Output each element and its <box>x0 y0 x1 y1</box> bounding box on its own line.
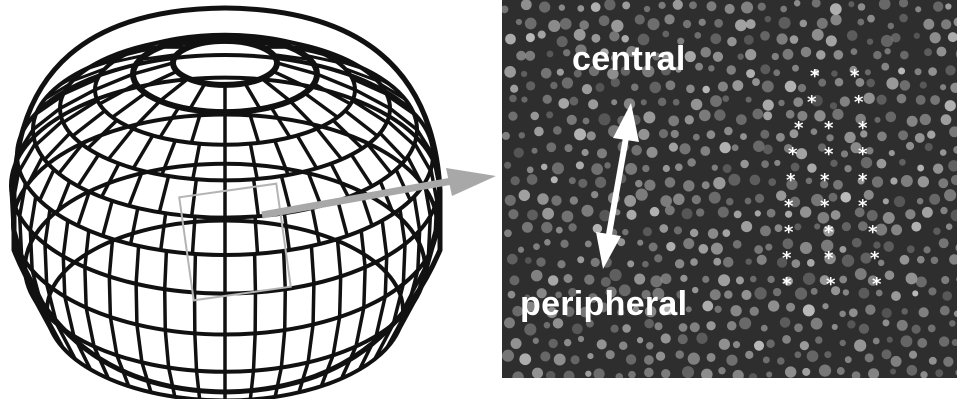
double-headed-arrow-icon <box>596 103 639 269</box>
cell-marker: * <box>870 248 880 269</box>
cell-markers: * ** ** * ** * ** * ** * ** * ** * ** * * <box>782 66 882 295</box>
cell-mosaic: * ** ** * ** * ** * ** * ** * ** * ** * * <box>502 0 957 378</box>
label-peripheral: peripheral <box>520 285 688 323</box>
cell-marker: * <box>807 92 817 113</box>
cell-marker: * <box>782 274 792 295</box>
cell-marker: * <box>794 118 804 139</box>
cell-marker: * <box>784 196 794 217</box>
selection-box <box>178 182 292 302</box>
cell-marker: * <box>858 196 868 217</box>
label-central: central <box>572 40 686 78</box>
cell-marker: * <box>868 222 878 243</box>
cell-marker: * <box>782 248 792 269</box>
cell-marker: * <box>854 92 864 113</box>
cell-marker: * <box>824 144 834 165</box>
cell-marker: * <box>858 144 868 165</box>
cell-marker: * <box>786 170 796 191</box>
cell-marker: * <box>824 222 834 243</box>
cell-marker: * <box>784 222 794 243</box>
cell-marker: * <box>858 118 868 139</box>
cell-marker: * <box>820 196 830 217</box>
cell-marker: * <box>824 248 834 269</box>
cell-marker: * <box>826 274 836 295</box>
cell-marker: * <box>858 170 868 191</box>
hemisphere-wireframe <box>9 5 443 399</box>
cell-marker: * <box>788 144 798 165</box>
cell-marker: * <box>872 274 882 295</box>
micrograph-panel: * * * * * * * * * * * * * * * * * * * * * * * * * central periph… <box>502 0 957 378</box>
cell-marker: * <box>824 118 834 139</box>
cell-marker: * <box>850 66 860 87</box>
cell-marker: * <box>810 66 820 87</box>
cell-marker: * <box>820 170 830 191</box>
